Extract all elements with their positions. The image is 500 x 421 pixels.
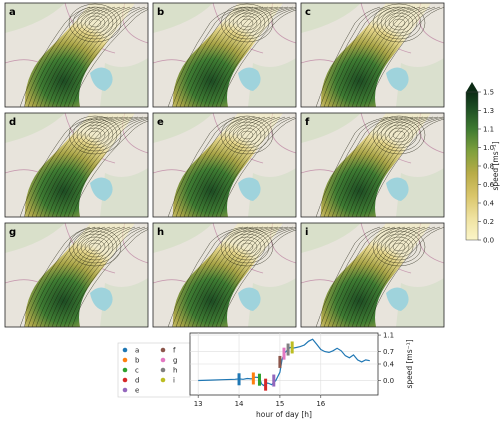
- colorbar-gradient: [465, 91, 479, 241]
- panel-letter-h: h: [157, 227, 164, 238]
- map-panel-a: a: [4, 2, 149, 108]
- legend-label-f: f: [173, 347, 176, 355]
- panel-letter-f: f: [305, 117, 310, 128]
- speed-line-series: [198, 338, 370, 387]
- legend-label-c: c: [135, 367, 139, 375]
- marker-f: [278, 355, 282, 368]
- marker-c: [257, 373, 261, 386]
- legend-marker-f: [160, 347, 166, 353]
- marker-b: [251, 372, 255, 385]
- legend-label-g: g: [173, 357, 177, 365]
- y-axis-label: speed [ms⁻¹]: [405, 339, 414, 388]
- panel-letter-e: e: [157, 117, 164, 128]
- marker-a: [237, 373, 241, 386]
- marker-e: [272, 374, 276, 387]
- colorbar-tick-label: 1.0: [483, 144, 494, 152]
- marker-d: [264, 378, 268, 391]
- map-panel-d: d: [4, 112, 149, 218]
- marker-h: [286, 343, 290, 356]
- colorbar-label: speed [ms⁻¹]: [491, 141, 500, 190]
- y-tick-label: 1.1: [383, 332, 394, 340]
- x-tick-label: 13: [194, 400, 203, 408]
- map-panel-e: e: [152, 112, 297, 218]
- colorbar-tick-label: 1.3: [483, 107, 494, 115]
- legend-marker-h: [160, 367, 166, 373]
- map-panel-b: b: [152, 2, 297, 108]
- colorbar-extend-arrow: [466, 82, 478, 92]
- y-tick-label: 0.4: [383, 361, 395, 369]
- colorbar-tick-label: 0.6: [483, 181, 495, 189]
- legend-label-h: h: [173, 367, 177, 375]
- panel-letter-a: a: [9, 7, 16, 18]
- panel-letter-g: g: [9, 227, 16, 238]
- colorbar-tick-label: 0.8: [483, 163, 494, 171]
- y-tick-label: 0.0: [383, 377, 394, 385]
- marker-i: [290, 341, 294, 354]
- y-tick-label: 0.7: [383, 348, 394, 356]
- map-panel-f: f: [300, 112, 445, 218]
- panel-letter-c: c: [305, 7, 311, 18]
- panel-letter-i: i: [305, 227, 308, 238]
- legend-marker-d: [122, 377, 128, 383]
- legend-marker-e: [122, 387, 128, 393]
- map-panel-i: i: [300, 222, 445, 328]
- colorbar-tick-label: 1.1: [483, 126, 494, 134]
- legend-label-i: i: [173, 377, 175, 385]
- map-panel-c: c: [300, 2, 445, 108]
- colorbar-tick-label: 1.5: [483, 89, 494, 97]
- legend-marker-g: [160, 357, 166, 363]
- legend-marker-c: [122, 367, 128, 373]
- legend-marker-b: [122, 357, 128, 363]
- x-axis-label: hour of day [h]: [256, 410, 312, 419]
- colorbar-tick-label: 0.0: [483, 237, 494, 245]
- panel-letter-b: b: [157, 7, 164, 18]
- legend-label-d: d: [135, 377, 139, 385]
- colorbar-tick-label: 0.4: [483, 200, 495, 208]
- panel-letter-d: d: [9, 117, 16, 128]
- legend-marker-i: [160, 377, 166, 383]
- map-panel-h: h: [152, 222, 297, 328]
- legend-label-a: a: [135, 347, 139, 355]
- legend-label-e: e: [135, 387, 139, 395]
- map-panel-g: g: [4, 222, 149, 328]
- x-tick-label: 15: [275, 400, 284, 408]
- x-tick-label: 16: [316, 400, 325, 408]
- colorbar: 0.0 0.2 0.4 0.6 0.8 1.0 1.1 1.3 1.5 speed [ms⁻¹]: [465, 82, 500, 245]
- colorbar-tick-label: 0.2: [483, 218, 494, 226]
- legend-label-b: b: [135, 357, 140, 365]
- legend-box: [117, 342, 191, 398]
- marker-g: [282, 347, 286, 360]
- legend-marker-a: [122, 347, 128, 353]
- x-tick-label: 14: [235, 400, 244, 408]
